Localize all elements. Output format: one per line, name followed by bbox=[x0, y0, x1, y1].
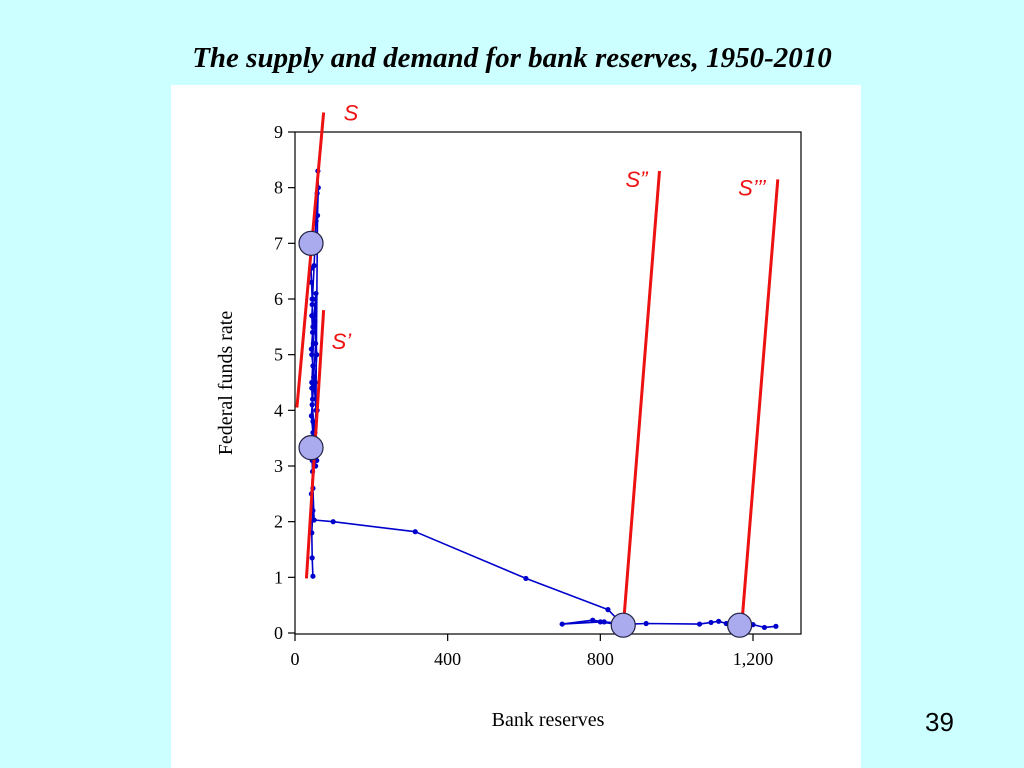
x-tick-label: 1,200 bbox=[733, 649, 774, 669]
y-tick-label: 9 bbox=[274, 122, 283, 142]
data-point bbox=[643, 620, 649, 627]
data-point bbox=[312, 318, 318, 324]
x-tick-label: 400 bbox=[434, 649, 461, 669]
supply-curve bbox=[740, 179, 780, 628]
data-point bbox=[310, 363, 316, 369]
marked-points bbox=[298, 230, 753, 638]
y-tick-label: 8 bbox=[274, 178, 283, 198]
y-tick-label: 3 bbox=[274, 456, 283, 476]
data-point bbox=[309, 555, 315, 561]
data-point bbox=[696, 621, 703, 627]
equilibrium-marker bbox=[727, 612, 753, 638]
supply-curve-label: S bbox=[344, 101, 359, 126]
data-point bbox=[311, 263, 317, 269]
data-point bbox=[605, 607, 611, 613]
chart-panel: 0 1 2 3 4 5 6 7 8 9 0 400 800 1,200 S S’ S” S’’’ Bank re… bbox=[171, 85, 861, 768]
data-point bbox=[309, 352, 315, 358]
data-point bbox=[309, 385, 315, 391]
supply-curve-label: S” bbox=[625, 167, 649, 192]
data-point bbox=[412, 529, 418, 535]
y-tick-label: 4 bbox=[274, 400, 283, 420]
y-tick-label: 2 bbox=[274, 512, 283, 532]
data-point bbox=[311, 374, 317, 380]
data-point bbox=[309, 301, 315, 308]
data-point bbox=[310, 573, 316, 579]
data-point bbox=[314, 352, 320, 358]
axes: 0 1 2 3 4 5 6 7 8 9 0 400 800 1,200 bbox=[274, 122, 802, 669]
data-point bbox=[312, 379, 318, 386]
data-point bbox=[597, 619, 603, 625]
data-point bbox=[313, 290, 319, 297]
equilibrium-marker bbox=[610, 612, 636, 638]
supply-curve-label: S’’’ bbox=[738, 175, 767, 200]
data-point bbox=[559, 621, 565, 627]
data-point bbox=[601, 619, 607, 625]
y-tick-label: 0 bbox=[274, 623, 283, 643]
data-point bbox=[309, 402, 315, 408]
data-point bbox=[308, 346, 315, 352]
plot-frame bbox=[294, 131, 802, 635]
supply-curves: S S’ S” S’’’ bbox=[295, 101, 780, 628]
page-number: 39 bbox=[925, 707, 954, 737]
supply-curve bbox=[295, 112, 326, 408]
data-point bbox=[311, 517, 317, 523]
data-point bbox=[590, 617, 596, 623]
data-point bbox=[310, 340, 316, 347]
y-tick-label: 7 bbox=[274, 233, 283, 253]
supply-curve bbox=[621, 170, 661, 628]
slide-title: The supply and demand for bank reserves,… bbox=[192, 42, 832, 74]
data-point bbox=[308, 279, 315, 285]
data-point bbox=[309, 329, 316, 335]
data-series bbox=[308, 168, 779, 631]
equilibrium-marker bbox=[298, 435, 324, 461]
x-axis-label: Bank reserves bbox=[492, 709, 605, 731]
data-point bbox=[310, 418, 316, 425]
data-point bbox=[523, 575, 529, 582]
data-point bbox=[773, 623, 779, 629]
data-point bbox=[314, 212, 321, 219]
y-tick-label: 6 bbox=[274, 289, 283, 309]
y-tick-label: 5 bbox=[274, 345, 283, 365]
data-line bbox=[310, 170, 776, 629]
data-point bbox=[761, 624, 768, 631]
data-point bbox=[330, 519, 336, 525]
equilibrium-marker bbox=[298, 230, 324, 256]
data-point bbox=[309, 296, 315, 302]
y-axis-label: Federal funds rate bbox=[215, 311, 237, 456]
x-tick-label: 800 bbox=[587, 649, 614, 669]
supply-curve-label: S’ bbox=[332, 329, 353, 354]
data-point bbox=[309, 396, 316, 402]
data-point bbox=[310, 324, 316, 330]
y-tick-label: 1 bbox=[274, 567, 283, 587]
chart: 0 1 2 3 4 5 6 7 8 9 0 400 800 1,200 S S’ S” S’’’ Bank re… bbox=[215, 101, 802, 731]
data-point bbox=[311, 313, 317, 319]
data-point bbox=[716, 618, 722, 624]
data-point bbox=[708, 619, 714, 626]
data-point bbox=[308, 413, 315, 419]
x-tick-label: 0 bbox=[291, 649, 300, 669]
